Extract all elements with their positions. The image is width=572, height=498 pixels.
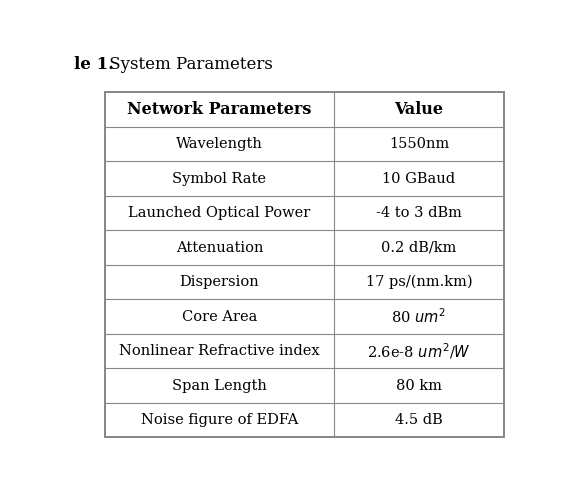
Text: Span Length: Span Length: [172, 378, 267, 393]
Text: Attenuation: Attenuation: [176, 241, 263, 254]
Text: Noise figure of EDFA: Noise figure of EDFA: [141, 413, 298, 427]
Text: 4.5 dB: 4.5 dB: [395, 413, 443, 427]
Text: System Parameters: System Parameters: [104, 56, 273, 73]
Text: Nonlinear Refractive index: Nonlinear Refractive index: [119, 344, 320, 358]
Text: Network Parameters: Network Parameters: [127, 101, 312, 118]
Text: Symbol Rate: Symbol Rate: [172, 172, 267, 186]
Text: 2.6e-8 $\mathit{um}^{2}$/$\mathit{W}$: 2.6e-8 $\mathit{um}^{2}$/$\mathit{W}$: [367, 341, 471, 361]
Text: Wavelength: Wavelength: [176, 137, 263, 151]
Text: 10 GBaud: 10 GBaud: [382, 172, 455, 186]
Text: Dispersion: Dispersion: [180, 275, 259, 289]
Text: 80 km: 80 km: [396, 378, 442, 393]
Text: 80 $\mathit{um}^{2}$: 80 $\mathit{um}^{2}$: [391, 307, 446, 326]
Text: Launched Optical Power: Launched Optical Power: [128, 206, 311, 220]
Text: Core Area: Core Area: [182, 310, 257, 324]
Text: 17 ps/(nm.km): 17 ps/(nm.km): [366, 275, 472, 289]
Text: 0.2 dB/km: 0.2 dB/km: [382, 241, 456, 254]
Text: le 1.: le 1.: [74, 56, 114, 73]
Text: -4 to 3 dBm: -4 to 3 dBm: [376, 206, 462, 220]
Text: Value: Value: [395, 101, 443, 118]
Text: 1550nm: 1550nm: [389, 137, 449, 151]
